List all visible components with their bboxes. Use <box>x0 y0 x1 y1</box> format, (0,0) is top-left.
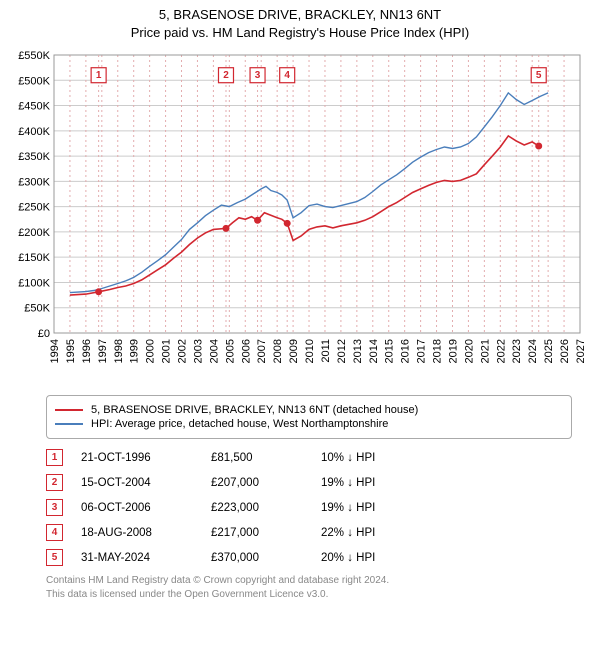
transaction-marker-cell: 3 <box>46 499 63 516</box>
svg-text:1999: 1999 <box>129 339 141 363</box>
transaction-date: 18-AUG-2008 <box>81 527 211 539</box>
svg-text:2014: 2014 <box>368 339 380 363</box>
svg-text:2010: 2010 <box>304 339 316 363</box>
svg-text:2006: 2006 <box>240 339 252 363</box>
svg-text:£400K: £400K <box>18 126 50 138</box>
transaction-marker-cell: 4 <box>46 524 63 541</box>
transaction-delta: 19% ↓ HPI <box>321 502 441 514</box>
svg-text:2002: 2002 <box>177 339 189 363</box>
svg-text:£450K: £450K <box>18 101 50 113</box>
svg-text:2001: 2001 <box>161 339 173 363</box>
transaction-delta: 19% ↓ HPI <box>321 477 441 489</box>
transaction-dot <box>222 225 229 232</box>
svg-text:3: 3 <box>255 70 261 81</box>
svg-text:1998: 1998 <box>113 339 125 363</box>
svg-text:£250K: £250K <box>18 202 50 214</box>
svg-text:1: 1 <box>96 70 102 81</box>
legend-item: 5, BRASENOSE DRIVE, BRACKLEY, NN13 6NT (… <box>55 404 563 416</box>
svg-text:2021: 2021 <box>479 339 491 363</box>
svg-text:1997: 1997 <box>97 339 109 363</box>
svg-text:2: 2 <box>223 70 229 81</box>
svg-text:£150K: £150K <box>18 252 50 264</box>
legend-label: 5, BRASENOSE DRIVE, BRACKLEY, NN13 6NT (… <box>91 404 418 416</box>
svg-text:5: 5 <box>536 70 542 81</box>
svg-text:2022: 2022 <box>495 339 507 363</box>
svg-text:2017: 2017 <box>416 339 428 363</box>
legend-swatch <box>55 409 83 411</box>
svg-text:£300K: £300K <box>18 176 50 188</box>
svg-text:4: 4 <box>284 70 290 81</box>
svg-text:2020: 2020 <box>463 339 475 363</box>
svg-text:£350K: £350K <box>18 151 50 163</box>
title-line1: 5, BRASENOSE DRIVE, BRACKLEY, NN13 6NT <box>8 6 592 24</box>
footer-line2: This data is licensed under the Open Gov… <box>46 588 572 602</box>
legend: 5, BRASENOSE DRIVE, BRACKLEY, NN13 6NT (… <box>46 395 572 439</box>
svg-text:1995: 1995 <box>65 339 77 363</box>
svg-text:2018: 2018 <box>432 339 444 363</box>
transaction-delta: 22% ↓ HPI <box>321 527 441 539</box>
transaction-price: £207,000 <box>211 477 321 489</box>
svg-text:2025: 2025 <box>543 339 555 363</box>
svg-text:£500K: £500K <box>18 75 50 87</box>
transaction-date: 06-OCT-2006 <box>81 502 211 514</box>
transaction-marker-cell: 2 <box>46 474 63 491</box>
svg-text:£550K: £550K <box>18 50 50 62</box>
svg-text:2005: 2005 <box>224 339 236 363</box>
transaction-marker-cell: 5 <box>46 549 63 566</box>
legend-swatch <box>55 423 83 425</box>
svg-text:2026: 2026 <box>559 339 571 363</box>
transaction-price: £223,000 <box>211 502 321 514</box>
transaction-row: 3 06-OCT-2006£223,00019% ↓ HPI <box>46 495 572 520</box>
series-hpi <box>70 93 548 293</box>
svg-text:2013: 2013 <box>352 339 364 363</box>
transaction-price: £217,000 <box>211 527 321 539</box>
legend-label: HPI: Average price, detached house, West… <box>91 418 388 430</box>
svg-text:2004: 2004 <box>208 339 220 363</box>
svg-text:2009: 2009 <box>288 339 300 363</box>
chart-title: 5, BRASENOSE DRIVE, BRACKLEY, NN13 6NT P… <box>8 6 592 41</box>
legend-item: HPI: Average price, detached house, West… <box>55 418 563 430</box>
transaction-dot <box>95 288 102 295</box>
svg-text:2024: 2024 <box>527 339 539 363</box>
footer-attribution: Contains HM Land Registry data © Crown c… <box>46 574 572 601</box>
transaction-marker-cell: 1 <box>46 449 63 466</box>
footer-line1: Contains HM Land Registry data © Crown c… <box>46 574 572 588</box>
title-line2: Price paid vs. HM Land Registry's House … <box>8 24 592 42</box>
svg-text:£0: £0 <box>38 328 50 340</box>
transaction-dot <box>254 217 261 224</box>
svg-text:2008: 2008 <box>272 339 284 363</box>
chart-svg: £0 £50K £100K £150K £200K £250K £300K £350K £400… <box>8 47 592 387</box>
svg-text:£50K: £50K <box>24 303 50 315</box>
transaction-row: 1 21-OCT-1996£81,50010% ↓ HPI <box>46 445 572 470</box>
transaction-date: 21-OCT-1996 <box>81 452 211 464</box>
transaction-dot <box>284 220 291 227</box>
svg-text:1996: 1996 <box>81 339 93 363</box>
transaction-row: 4 18-AUG-2008£217,00022% ↓ HPI <box>46 520 572 545</box>
svg-text:2000: 2000 <box>145 339 157 363</box>
transaction-delta: 10% ↓ HPI <box>321 452 441 464</box>
transaction-date: 31-MAY-2024 <box>81 552 211 564</box>
transaction-row: 5 31-MAY-2024£370,00020% ↓ HPI <box>46 545 572 570</box>
svg-text:2011: 2011 <box>320 339 332 363</box>
svg-text:2027: 2027 <box>575 339 587 363</box>
svg-text:2012: 2012 <box>336 339 348 363</box>
transaction-dot <box>535 143 542 150</box>
svg-text:£100K: £100K <box>18 278 50 290</box>
transaction-row: 2 15-OCT-2004£207,00019% ↓ HPI <box>46 470 572 495</box>
svg-text:2007: 2007 <box>256 339 268 363</box>
svg-text:2003: 2003 <box>192 339 204 363</box>
transaction-price: £370,000 <box>211 552 321 564</box>
svg-text:2019: 2019 <box>447 339 459 363</box>
price-chart: £0 £50K £100K £150K £200K £250K £300K £350K £400… <box>8 47 592 387</box>
svg-text:2015: 2015 <box>384 339 396 363</box>
transactions-table: 1 21-OCT-1996£81,50010% ↓ HPI 2 15-OCT-2004… <box>46 445 572 570</box>
svg-text:2016: 2016 <box>400 339 412 363</box>
svg-text:2023: 2023 <box>511 339 523 363</box>
transaction-delta: 20% ↓ HPI <box>321 552 441 564</box>
transaction-price: £81,500 <box>211 452 321 464</box>
svg-text:£200K: £200K <box>18 227 50 239</box>
transaction-date: 15-OCT-2004 <box>81 477 211 489</box>
svg-text:1994: 1994 <box>49 339 61 363</box>
